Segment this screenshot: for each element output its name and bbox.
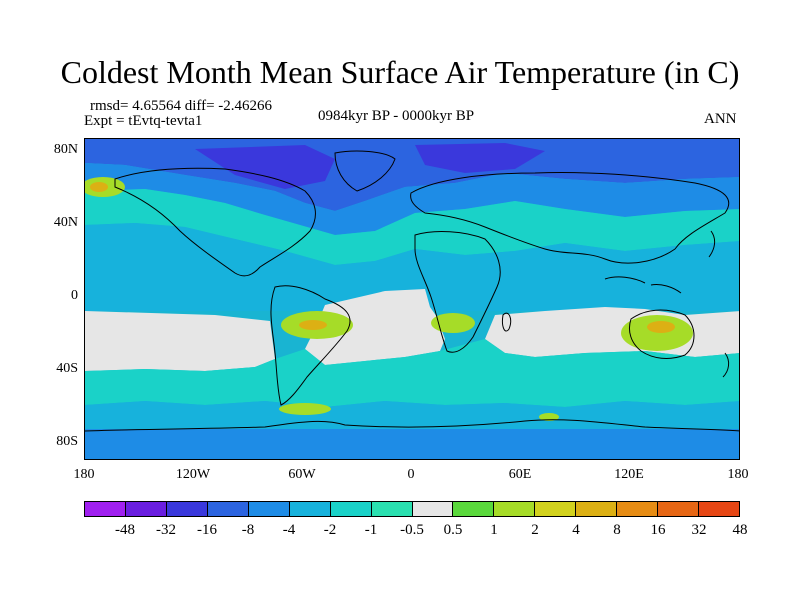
colorbar-label: -4	[282, 522, 296, 538]
colorbar-swatch	[289, 502, 331, 516]
colorbar-swatch	[248, 502, 290, 516]
colorbar-label: 2	[531, 522, 539, 538]
lon-label: 180	[73, 467, 95, 482]
colorbar-label: 8	[613, 522, 621, 538]
colorbar-label: 32	[691, 522, 707, 538]
lon-label: 180	[727, 467, 749, 482]
tropical-ocean-band	[85, 223, 739, 311]
colorbar-label: 4	[572, 522, 580, 538]
subarctic-blue-band	[85, 163, 739, 235]
season-text: ANN	[704, 111, 737, 127]
experiment-text: Expt = tEvtq-tevta1	[84, 113, 203, 129]
colorbar-swatch	[125, 502, 167, 516]
colorbar-swatch	[576, 502, 618, 516]
map-panel	[84, 138, 740, 460]
south-atlantic-grey-region	[305, 289, 445, 365]
colorbar-swatch	[494, 502, 536, 516]
colorbar-label: -32	[156, 522, 176, 538]
colorbar-label: 48	[732, 522, 748, 538]
lat-label: 40N	[53, 215, 78, 230]
indonesia-coast	[604, 276, 682, 294]
greenland-coast	[334, 150, 396, 192]
map-title: Coldest Month Mean Surface Air Temperatu…	[60, 54, 740, 90]
colorbar-label: -1	[364, 522, 378, 538]
antarctic-coast-band	[85, 401, 739, 429]
period-text: 0984kyr BP - 0000kyr BP	[318, 108, 475, 124]
australia-warm-patch	[621, 315, 693, 351]
southern-ocean-band	[85, 339, 739, 407]
colorbar-swatch	[166, 502, 208, 516]
midlatitude-cyan-band	[85, 189, 739, 265]
indian-ocean-grey-region	[485, 307, 739, 357]
colorbar-label: 16	[650, 522, 666, 538]
madagascar-coast	[502, 312, 512, 332]
colorbar-swatch	[85, 502, 126, 516]
lon-label: 60W	[288, 467, 316, 482]
antarctic-warm-patch	[539, 413, 559, 421]
australia-warm-core	[647, 321, 675, 333]
south-pacific-grey-region	[85, 311, 275, 371]
colorbar-swatch	[699, 502, 739, 516]
colorbar-swatch	[330, 502, 372, 516]
coastlines	[85, 150, 739, 432]
colorbar-label: -2	[323, 522, 337, 538]
colorbar-label: 1	[490, 522, 498, 538]
colorbar-swatch	[535, 502, 577, 516]
alaska-warm-core	[90, 182, 108, 192]
australia-coast	[628, 309, 695, 359]
colorbar-swatch	[207, 502, 249, 516]
japan-coast	[708, 230, 716, 258]
siberia-cold-region	[415, 143, 545, 173]
africa-coast	[414, 231, 501, 353]
colorbar-label: -48	[115, 522, 135, 538]
eurasia-coast	[410, 171, 730, 264]
colorbar-label: -16	[197, 522, 217, 538]
stats-text: rmsd= 4.65564 diff= -2.46266	[90, 98, 273, 114]
colorbar-label: -8	[241, 522, 255, 538]
drake-warm-patch	[279, 403, 331, 415]
south-america-warm-core	[299, 320, 327, 330]
lon-label: 120W	[175, 467, 211, 482]
lat-label: 0	[71, 288, 78, 303]
south-america-coast	[270, 285, 351, 406]
lon-label: 120E	[614, 467, 644, 482]
colorbar-swatch	[371, 502, 413, 516]
africa-warm-patch	[431, 313, 475, 333]
colorbar-swatch	[658, 502, 700, 516]
lon-label: 0	[407, 467, 415, 482]
antarctica-cold-region	[85, 429, 739, 459]
colorbar-swatch	[453, 502, 495, 516]
new-zealand-coast	[722, 352, 730, 378]
temperature-map	[85, 139, 739, 459]
lat-label: 80S	[56, 434, 78, 449]
lon-label: 60E	[508, 467, 532, 482]
lat-label: 40S	[56, 361, 78, 376]
colorbar-swatch	[617, 502, 659, 516]
colorbar-label: -0.5	[400, 522, 424, 538]
canada-cold-region	[195, 145, 335, 189]
antarctica-coast	[85, 419, 739, 432]
north-america-coast	[114, 167, 316, 277]
colorbar	[84, 501, 740, 517]
colorbar-swatch	[412, 502, 454, 516]
lat-label: 80N	[53, 142, 78, 157]
colorbar-label: 0.5	[443, 522, 463, 538]
